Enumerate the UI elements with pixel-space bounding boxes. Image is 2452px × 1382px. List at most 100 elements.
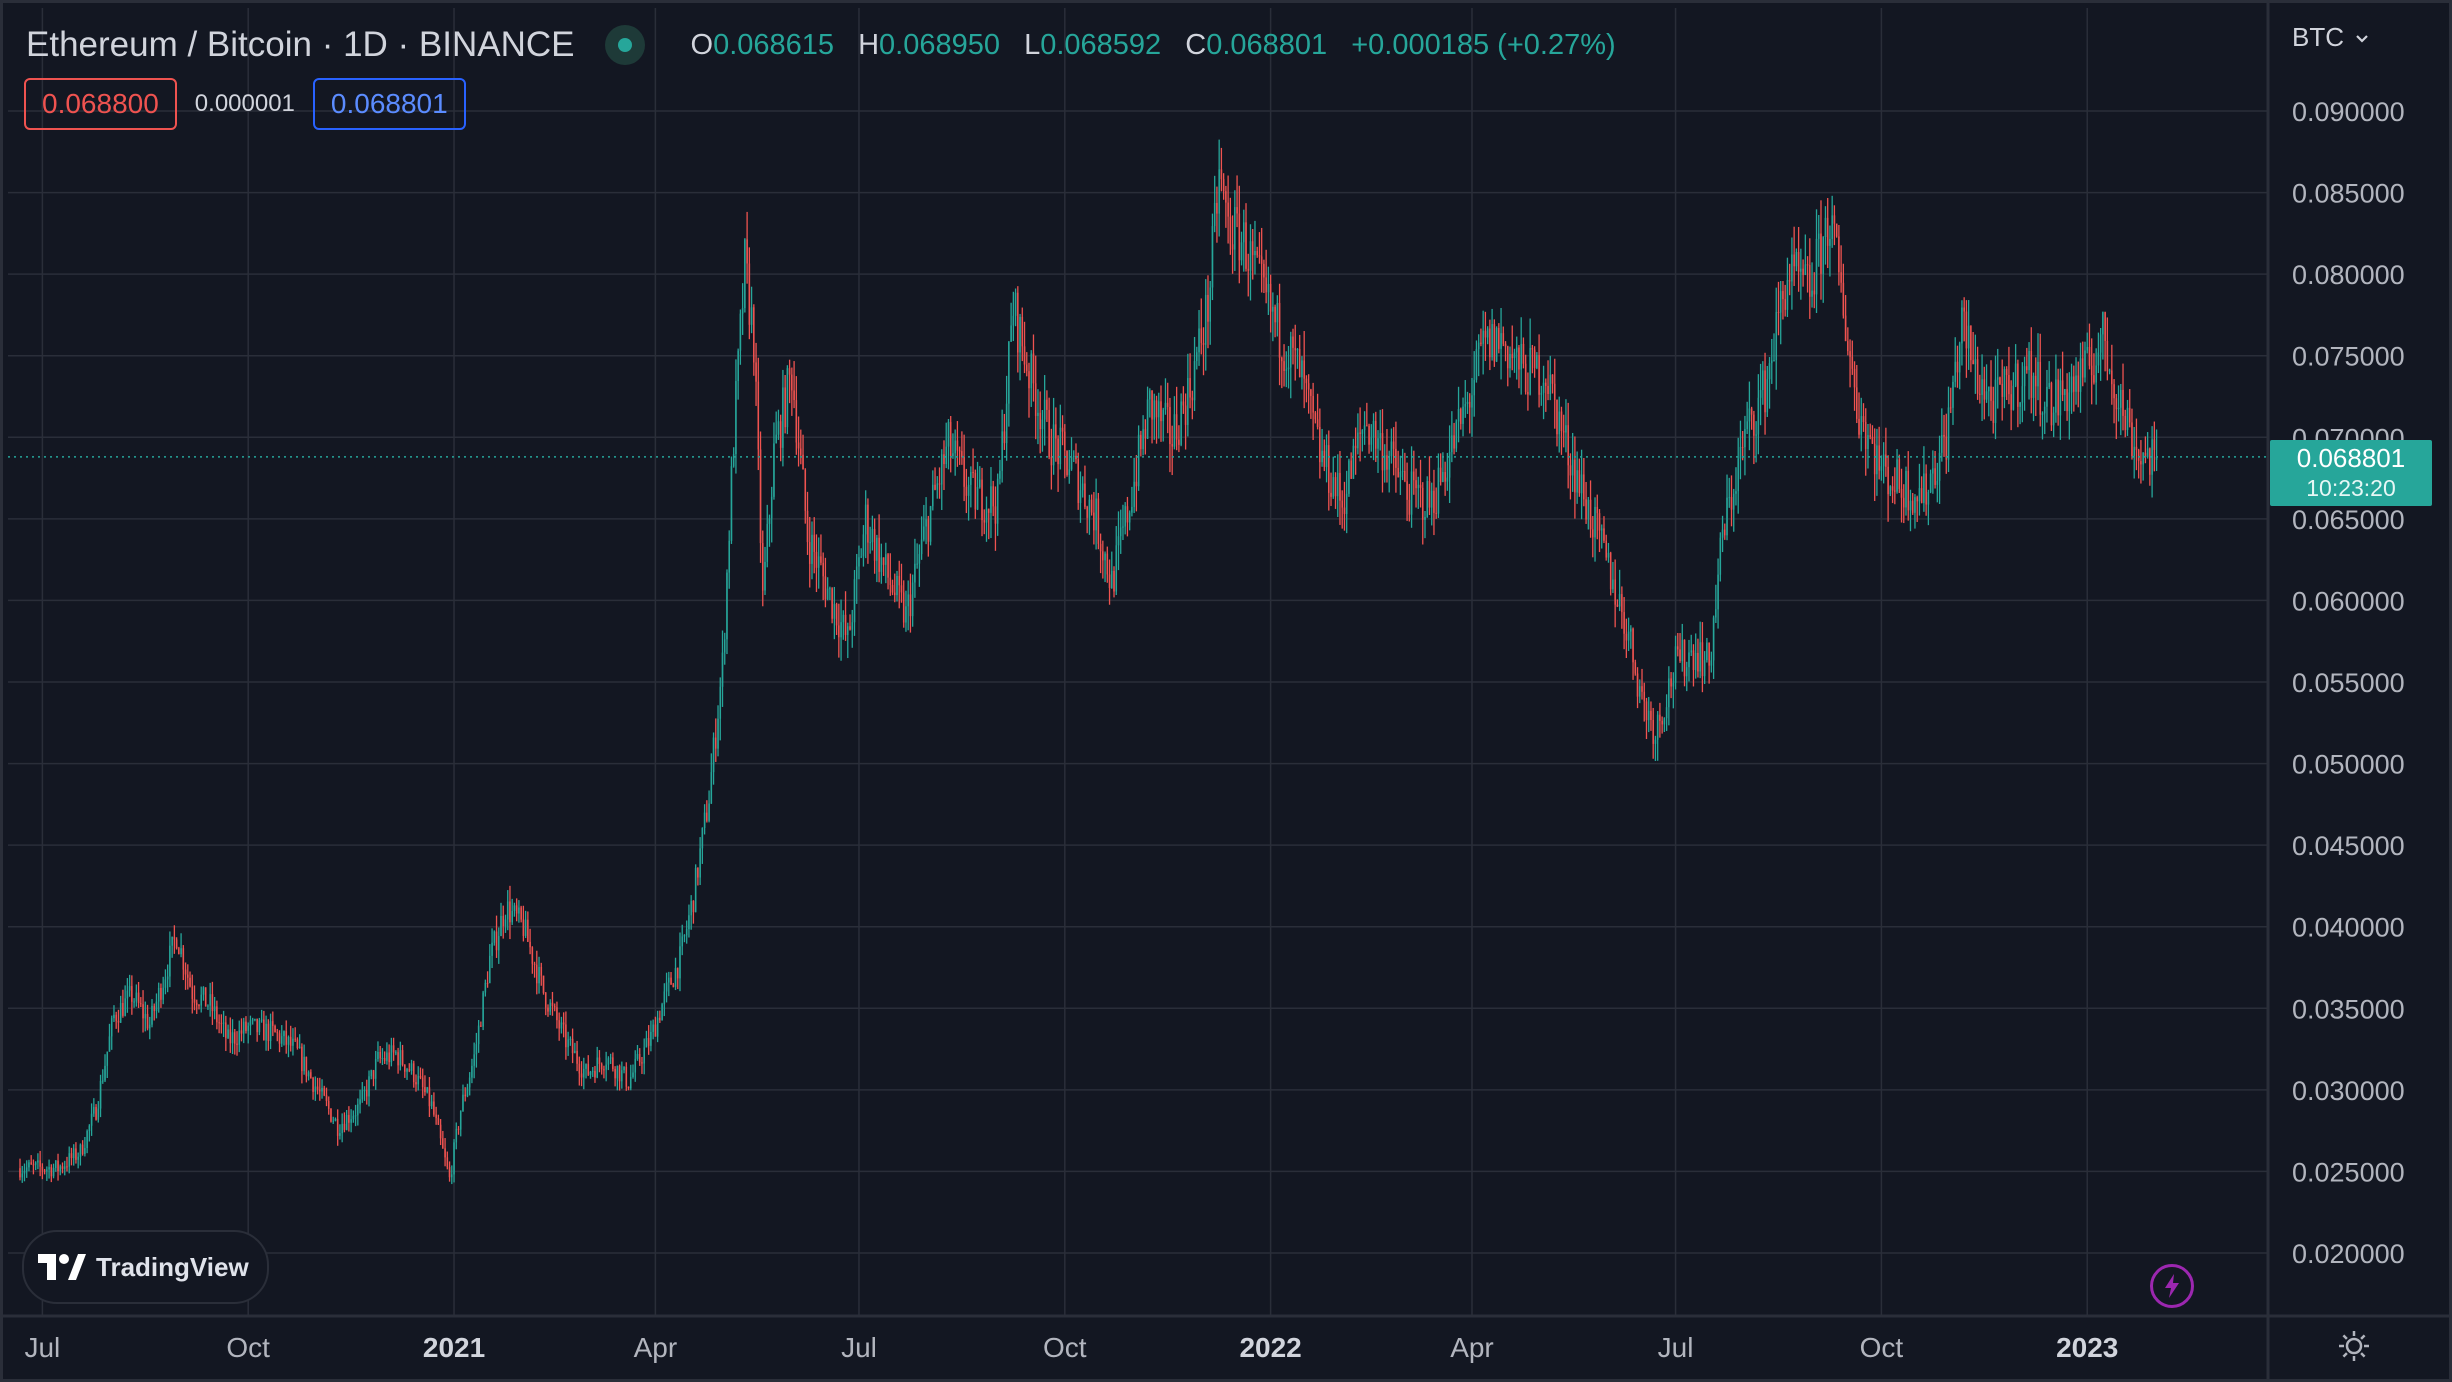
- candle-body: [1770, 360, 1773, 364]
- candle-body: [768, 518, 771, 524]
- candle-body: [970, 472, 972, 485]
- candle-body: [1744, 429, 1746, 448]
- candle-body: [1847, 341, 1849, 352]
- candle-body: [2140, 461, 2142, 465]
- currency-selector[interactable]: BTC: [2292, 22, 2369, 53]
- candle-body: [493, 931, 496, 943]
- candle-body: [1189, 378, 1191, 398]
- candle-body: [1086, 506, 1088, 518]
- candle-body: [1677, 646, 1679, 650]
- ohlc-values: O0.068615 H0.068950 L0.068592 C0.068801 …: [691, 29, 1616, 62]
- candle-body: [1046, 399, 1048, 410]
- candle-body: [1621, 594, 1623, 613]
- candle-body: [739, 313, 742, 351]
- candle-body: [1918, 488, 1921, 502]
- candle-body: [1851, 356, 1854, 369]
- candle-body: [1448, 452, 1451, 478]
- candle-body: [1110, 570, 1113, 588]
- candle-body: [1471, 395, 1473, 408]
- high-label: H: [858, 28, 880, 61]
- candle-body: [1272, 306, 1274, 312]
- candle-body: [101, 1080, 104, 1082]
- candle-body: [580, 1073, 583, 1078]
- candle-body: [1551, 374, 1554, 384]
- candle-body: [1730, 497, 1733, 510]
- candle-body: [1956, 361, 1959, 373]
- candle-body: [2102, 312, 2104, 335]
- settings-button[interactable]: [2336, 1328, 2372, 1364]
- market-status[interactable]: [604, 25, 645, 65]
- candle-body: [455, 1128, 458, 1143]
- candle-body: [1316, 419, 1319, 427]
- candle-body: [41, 1166, 44, 1171]
- candle-body: [1659, 714, 1661, 721]
- candle-body: [1779, 291, 1782, 313]
- candle-body: [806, 510, 809, 543]
- open-value: 0.068615: [713, 28, 835, 61]
- candle-body: [1683, 639, 1686, 677]
- y-tick-label: 0.045000: [2292, 831, 2405, 861]
- x-tick-label: 2022: [1239, 1332, 1301, 1363]
- candle-body: [1764, 370, 1766, 413]
- candle-body: [142, 1004, 144, 1019]
- candle-body: [489, 955, 491, 984]
- candle-body: [1184, 405, 1187, 425]
- candle-body: [860, 556, 862, 558]
- sell-button[interactable]: 0.068800: [24, 78, 177, 130]
- candle-body: [1012, 315, 1015, 326]
- candle-body: [1887, 466, 1889, 495]
- candle-body: [274, 1025, 276, 1033]
- candle-body: [1166, 402, 1169, 408]
- candle-body: [1464, 403, 1467, 407]
- candle-body: [2068, 392, 2071, 412]
- candle-body: [974, 473, 977, 510]
- candle-body: [1896, 459, 1898, 492]
- close-label: C: [1185, 28, 1207, 61]
- candle-body: [1477, 342, 1480, 350]
- candle-body: [1934, 468, 1936, 485]
- candle-body: [1824, 217, 1827, 238]
- candle-body: [2059, 380, 2062, 416]
- replay-button[interactable]: [2150, 1264, 2194, 1308]
- candle-body: [289, 1036, 292, 1046]
- candle-body: [117, 1020, 120, 1023]
- candle-body: [1287, 367, 1290, 370]
- candle-body: [227, 1029, 229, 1038]
- candle-body: [1278, 302, 1281, 358]
- candle-body: [28, 1162, 30, 1168]
- candle-body: [1652, 719, 1654, 744]
- candle-body: [2146, 448, 2149, 457]
- buy-button[interactable]: 0.068801: [312, 78, 466, 130]
- candle-body: [63, 1166, 66, 1169]
- candle-body: [1650, 710, 1652, 720]
- candle-body: [571, 1038, 574, 1054]
- candle-body: [663, 991, 666, 1005]
- candle-body: [151, 1005, 153, 1025]
- candle-body: [446, 1157, 449, 1168]
- candle-body: [1366, 425, 1368, 427]
- candle-body: [2017, 363, 2019, 407]
- candle-body: [1750, 408, 1753, 415]
- candle-body: [2106, 340, 2109, 371]
- candle-body: [674, 968, 677, 987]
- candle-body: [714, 737, 717, 749]
- candle-body: [1099, 543, 1102, 552]
- y-tick-label: 0.030000: [2292, 1076, 2405, 1106]
- candle-body: [1580, 474, 1583, 494]
- candle-body: [1269, 283, 1272, 312]
- lightning-icon: [2165, 1274, 2179, 1298]
- candle-body: [1323, 450, 1326, 467]
- candle-body: [1672, 682, 1675, 687]
- symbol-title[interactable]: Ethereum / Bitcoin · 1D · BINANCE: [26, 25, 575, 64]
- candle-body: [2108, 370, 2111, 372]
- candle-body: [2041, 413, 2044, 415]
- candle-body: [1251, 241, 1254, 256]
- candle-body: [1415, 480, 1417, 489]
- candle-body: [1710, 660, 1713, 666]
- tradingview-logo[interactable]: TradingView: [22, 1230, 269, 1304]
- candle-body: [1538, 354, 1540, 395]
- candle-body: [1041, 419, 1044, 430]
- candle-body: [1858, 418, 1860, 435]
